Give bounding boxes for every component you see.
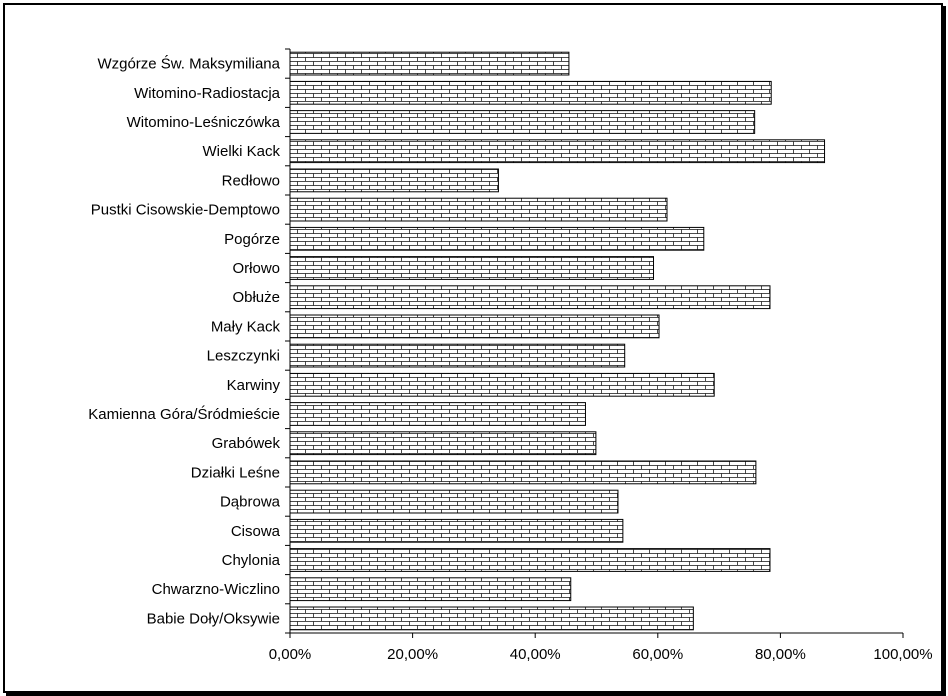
bar <box>289 256 655 280</box>
bar <box>289 168 499 193</box>
category-label: Karwiny <box>227 377 281 394</box>
category-label: Babie Doły/Oksywie <box>147 610 280 627</box>
axes <box>285 48 904 638</box>
category-label: Witomino-Leśniczówka <box>127 114 281 131</box>
bar <box>289 285 771 310</box>
bars-group <box>289 51 826 631</box>
bar <box>289 139 826 164</box>
category-label: Redłowo <box>222 172 280 189</box>
bar <box>289 460 757 485</box>
bar <box>289 489 619 514</box>
bar <box>289 577 572 602</box>
category-label: Grabówek <box>212 435 281 452</box>
category-label: Wielki Kack <box>202 143 280 160</box>
x-tick-label: 20,00% <box>387 646 438 663</box>
bar <box>289 51 570 76</box>
category-label: Chwarzno-Wiczlino <box>152 581 280 598</box>
bar <box>289 431 597 456</box>
bar <box>289 606 694 631</box>
category-label: Pogórze <box>224 231 280 248</box>
category-label: Pustki Cisowskie-Demptowo <box>91 202 280 219</box>
category-label: Działki Leśne <box>191 464 280 481</box>
category-label: Cisowa <box>231 523 281 540</box>
bar <box>289 197 668 222</box>
bar <box>289 226 705 251</box>
bar <box>289 372 715 397</box>
bar <box>289 314 660 339</box>
category-label: Wzgórze Św. Maksymiliana <box>97 55 280 73</box>
x-tick-label: 60,00% <box>632 646 683 663</box>
bar <box>289 343 626 368</box>
category-label: Mały Kack <box>211 318 281 335</box>
category-label: Obłuże <box>232 289 280 306</box>
bar <box>289 402 586 426</box>
bar <box>289 80 772 105</box>
category-label: Orłowo <box>232 260 280 277</box>
category-label: Kamienna Góra/Śródmieście <box>88 405 280 423</box>
category-label: Chylonia <box>222 552 281 569</box>
x-tick-label: 100,00% <box>873 646 932 663</box>
x-tick-label: 0,00% <box>269 646 312 663</box>
category-label: Leszczynki <box>207 348 280 365</box>
category-label: Dąbrowa <box>220 494 281 511</box>
x-tick-labels: 0,00% 20,00% 40,00% 60,00% 80,00% 100,00% <box>269 646 933 663</box>
chart-frame: Wzgórze Św. Maksymiliana Witomino-Radiost… <box>3 3 943 693</box>
bar <box>289 518 624 543</box>
x-tick-label: 80,00% <box>755 646 806 663</box>
x-tick-label: 40,00% <box>510 646 561 663</box>
bar <box>289 548 771 572</box>
bar <box>289 110 756 134</box>
category-label: Witomino-Radiostacja <box>134 85 281 102</box>
bar-chart: Wzgórze Św. Maksymiliana Witomino-Radiost… <box>88 48 933 663</box>
category-labels: Wzgórze Św. Maksymiliana Witomino-Radiost… <box>88 55 280 628</box>
